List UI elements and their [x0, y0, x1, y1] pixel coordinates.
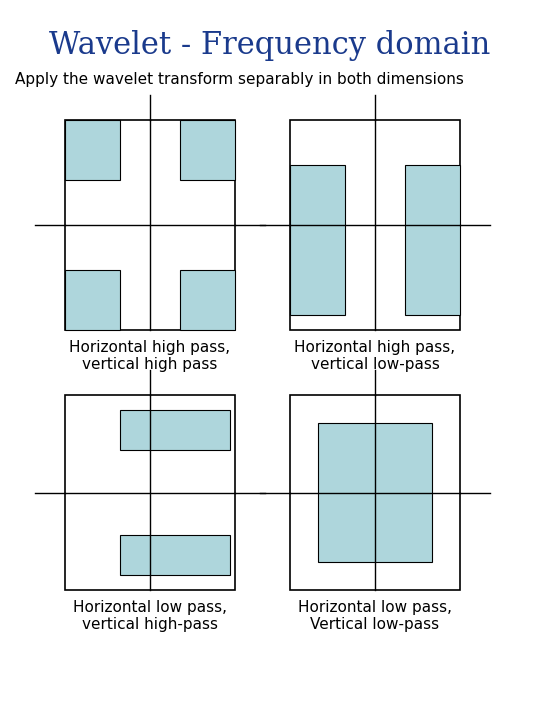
- Text: Horizontal low pass,
vertical high-pass: Horizontal low pass, vertical high-pass: [73, 600, 227, 632]
- Bar: [120, 535, 230, 575]
- Bar: [290, 120, 460, 330]
- Bar: [65, 270, 120, 330]
- Bar: [290, 395, 460, 590]
- Bar: [65, 120, 120, 180]
- Text: Apply the wavelet transform separably in both dimensions: Apply the wavelet transform separably in…: [15, 72, 464, 87]
- Bar: [318, 423, 432, 562]
- Bar: [65, 120, 235, 330]
- Text: Horizontal high pass,
vertical low-pass: Horizontal high pass, vertical low-pass: [294, 340, 456, 372]
- Bar: [65, 395, 235, 590]
- Bar: [405, 165, 460, 315]
- Bar: [180, 120, 235, 180]
- Text: Horizontal low pass,
Vertical low-pass: Horizontal low pass, Vertical low-pass: [298, 600, 452, 632]
- Text: Horizontal high pass,
vertical high pass: Horizontal high pass, vertical high pass: [70, 340, 231, 372]
- Text: Wavelet - Frequency domain: Wavelet - Frequency domain: [49, 30, 491, 61]
- Bar: [180, 270, 235, 330]
- Bar: [120, 410, 230, 450]
- Bar: [290, 165, 345, 315]
